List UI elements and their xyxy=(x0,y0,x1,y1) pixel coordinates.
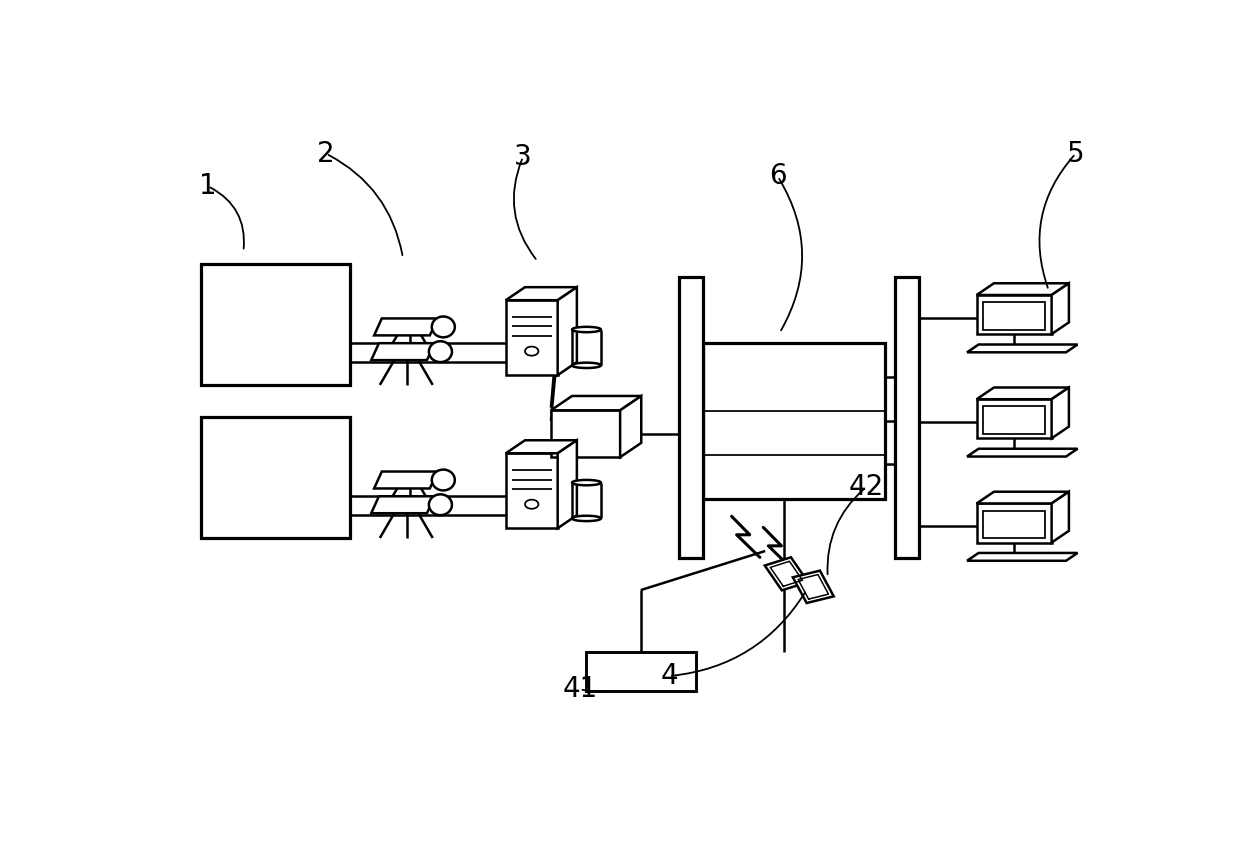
Ellipse shape xyxy=(572,516,601,521)
Polygon shape xyxy=(1052,492,1069,542)
Polygon shape xyxy=(558,287,577,375)
Bar xyxy=(977,295,1052,334)
Polygon shape xyxy=(977,283,1069,295)
Bar xyxy=(551,410,620,457)
Bar xyxy=(895,277,919,558)
Bar xyxy=(201,417,350,538)
Polygon shape xyxy=(765,558,808,591)
Text: 4: 4 xyxy=(661,662,678,690)
Text: 3: 3 xyxy=(515,143,532,171)
Polygon shape xyxy=(506,440,577,453)
Polygon shape xyxy=(967,448,1078,457)
Bar xyxy=(506,300,558,375)
Bar xyxy=(201,265,350,385)
Text: 6: 6 xyxy=(769,162,786,190)
Polygon shape xyxy=(1052,283,1069,334)
Polygon shape xyxy=(620,396,641,457)
Polygon shape xyxy=(551,396,641,410)
Bar xyxy=(977,399,1052,438)
Ellipse shape xyxy=(432,316,455,338)
Circle shape xyxy=(525,500,538,508)
Polygon shape xyxy=(967,344,1078,352)
Polygon shape xyxy=(967,553,1078,561)
Polygon shape xyxy=(371,343,435,360)
Text: 5: 5 xyxy=(1066,140,1085,168)
Polygon shape xyxy=(506,287,577,300)
Bar xyxy=(983,302,1045,330)
Ellipse shape xyxy=(429,341,451,362)
Ellipse shape xyxy=(572,327,601,332)
Text: 41: 41 xyxy=(562,675,598,703)
Text: 42: 42 xyxy=(848,473,884,501)
Polygon shape xyxy=(374,471,438,488)
Circle shape xyxy=(525,347,538,355)
Polygon shape xyxy=(1052,387,1069,438)
Ellipse shape xyxy=(432,470,455,491)
Bar xyxy=(977,503,1052,542)
Bar xyxy=(585,652,696,691)
Text: 1: 1 xyxy=(200,173,217,201)
Polygon shape xyxy=(977,492,1069,503)
Polygon shape xyxy=(371,497,435,514)
Bar xyxy=(983,511,1045,538)
Bar xyxy=(506,453,558,528)
Ellipse shape xyxy=(572,363,601,368)
Polygon shape xyxy=(374,318,438,335)
Ellipse shape xyxy=(572,480,601,486)
Bar xyxy=(983,406,1045,434)
Polygon shape xyxy=(977,387,1069,399)
Polygon shape xyxy=(792,571,833,603)
Polygon shape xyxy=(558,440,577,528)
Ellipse shape xyxy=(429,494,451,515)
Bar xyxy=(678,277,703,558)
Bar xyxy=(703,343,885,499)
Text: 2: 2 xyxy=(317,140,335,168)
